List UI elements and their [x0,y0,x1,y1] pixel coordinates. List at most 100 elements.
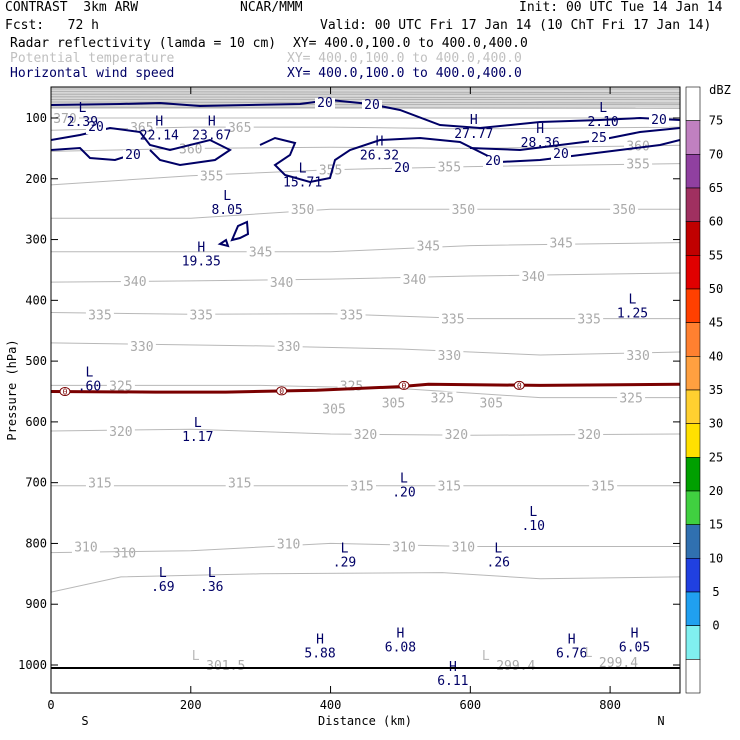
theta-label-bg [225,121,254,135]
theta-label: 350 [291,203,314,218]
wind-extreme-value: 26.32 [360,148,399,163]
colorbar-swatch [685,288,701,323]
wind-extreme-H: H [631,627,639,642]
colorbar-level-label: 15 [709,518,723,532]
freezing-label-marker [513,380,525,390]
theta-label-bg [274,537,303,551]
theta-label-bg [351,428,380,442]
theta-contour-305 [51,572,680,593]
init-time: Init: 00 UTC Tue 14 Jan 14 [519,0,723,15]
colorbar-level-label: 45 [709,316,723,330]
theta-label-bg [187,308,216,322]
theta-label: 320 [445,428,468,443]
theta-label-bg [106,425,135,439]
valid-time: Valid: 00 UTC Fri 17 Jan 14 (10 ChT Fri … [320,18,712,33]
wind-extreme-value: 6.05 [619,641,650,656]
colorbar-level-label: 30 [709,417,723,431]
theta-contour-335 [51,312,680,320]
field-name-reflectivity: Radar reflectivity (lamda = 10 cm) [10,36,277,51]
theta-label: 325 [340,379,363,394]
theta-label: 365 [228,121,251,136]
theta-label-bg [316,163,345,177]
wind-extreme-H: H [316,633,324,648]
theta-label: 310 [74,540,97,555]
theta-label-bg [127,339,156,353]
theta-label: 345 [417,240,440,255]
x-tick-label: 0 [47,698,54,712]
theta-label-bg [267,276,296,290]
colorbar-swatch [685,659,701,694]
theta-label-bg [449,203,478,217]
wind-extreme-value: .60 [78,379,101,394]
wind-extreme-L: L [208,566,216,581]
wind-extreme-value: 8.05 [211,203,242,218]
model-title: CONTRAST 3km ARW [5,0,139,15]
theta-label-bg [110,546,139,560]
theta-label-bg [414,239,443,253]
theta-label-bg [246,245,275,259]
field-xy-wind: XY= 400.0,100.0 to 400.0,400.0 [287,66,522,81]
y-axis-label: Pressure (hPa) [5,339,19,440]
y-tick-label: 200 [25,172,47,186]
theta-label-bg [51,112,79,125]
wind-extreme-L: L [79,101,87,116]
wind-extreme-L: L [86,365,94,380]
x-tick-label: 200 [180,698,202,712]
theta-label-bg [389,540,418,554]
wind-label-bg [483,156,503,168]
colorbar-level-label: 70 [709,147,723,161]
theta-label-bg [120,274,149,288]
theta-contours: 310 305 305 305 310 310 310 310 315 315 315 315 315 3… [51,112,680,593]
colorbar-level-label: 75 [709,114,723,128]
wind-label-bg [551,149,571,161]
theta-label: 330 [438,349,461,364]
theta-label-bg [589,479,618,493]
colorbar-swatch [685,322,701,357]
theta-label-bg [624,349,653,363]
theta-label-bg [225,476,254,490]
theta-label-bg [435,160,464,174]
y-tick-label: 300 [25,233,47,247]
y-tick-label: 900 [25,597,47,611]
colorbar-swatch [685,625,701,660]
theta-label-bg [435,349,464,363]
wind-extreme-L: L [341,542,349,557]
theta-contour-320 [51,428,680,436]
theta-label: 355 [438,161,461,176]
theta-label-bg [617,391,646,405]
wind-extreme-H: H [397,627,405,642]
theta-label: 325 [431,392,454,407]
wind-contour-20-upper [51,98,680,130]
theta-label: 355 [319,164,342,179]
forecast-hour: Fcst: 72 h [5,18,99,33]
freezing-label: 0 [63,388,68,397]
theta-label-bg [197,169,226,183]
field-xy-reflectivity: XY= 400.0,100.0 to 400.0,400.0 [293,36,528,51]
theta-contour-310 [51,542,680,554]
theta-extreme-L: L [192,649,200,664]
theta-contour-upper [51,96,680,99]
freezing-label: 0 [402,381,407,390]
wind-extreme-H: H [568,633,576,648]
wind-extreme-value: 2.39 [67,115,98,130]
south-label: S [81,714,88,728]
colorbar-swatch [685,221,701,256]
x-tick-label: 600 [459,698,481,712]
colorbar-level-label: 5 [712,585,719,599]
theta-label: 310 [392,540,415,555]
theta-label-bg [85,476,114,490]
theta-label: 315 [438,480,461,495]
x-axis-label: Distance (km) [318,714,412,728]
theta-label: 355 [200,170,223,185]
theta-label: 320 [109,425,132,440]
freezing-label-marker [398,380,410,390]
wind-extreme-L: L [194,416,202,431]
wind-extreme-L: L [529,505,537,520]
wind-extreme-value: 1.17 [182,430,213,445]
wind-label-bg [649,115,669,127]
theta-label: 320 [577,428,600,443]
theta-label-bg [71,540,100,554]
colorbar-swatch [685,86,701,121]
